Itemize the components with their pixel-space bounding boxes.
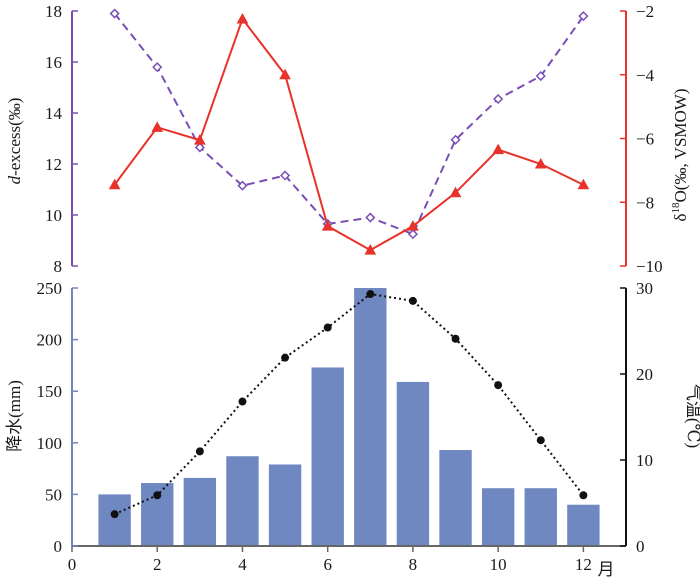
d-excess-tick-label: 16 — [45, 53, 62, 72]
d-excess-point — [109, 8, 120, 19]
precip-tick-label: 100 — [37, 434, 63, 453]
delta18o-point — [151, 121, 164, 132]
temperature-point — [494, 381, 503, 390]
temperature-series — [110, 290, 588, 519]
d-excess-point — [280, 170, 291, 181]
d-excess-point — [493, 93, 504, 105]
delta18o-tick-label: −4 — [636, 66, 655, 85]
d-excess-line — [113, 12, 585, 236]
month-unit-label: 月 — [598, 560, 615, 579]
precip-tick-label: 250 — [37, 279, 63, 298]
d-excess-axis-title: d-excess(‰) — [5, 98, 24, 185]
x-tick-label: 0 — [68, 555, 77, 574]
upper-axes: 8 10 12 14 16 18 −10 −8 −6 −4 −2 — [45, 2, 663, 276]
temperature-point — [536, 436, 545, 445]
temperature-point — [579, 491, 588, 500]
temperature-point — [110, 510, 119, 519]
d-excess-tick-label: 8 — [54, 257, 63, 276]
precip-bar — [524, 488, 557, 546]
precip-bar — [98, 494, 131, 546]
delta18o-point — [236, 12, 249, 24]
x-tick-label: 10 — [490, 555, 507, 574]
temperature-tick-label: 0 — [636, 537, 645, 556]
delta18o-tick-label: −6 — [636, 130, 654, 149]
precip-bar — [354, 288, 387, 546]
delta18o-point — [449, 186, 462, 198]
delta18o-point — [407, 220, 419, 231]
d-excess-point — [365, 212, 376, 223]
precip-bars — [98, 288, 600, 546]
delta18o-axis-title: δ18O(‰, VSMOW) — [670, 89, 690, 222]
d-excess-tick-label: 18 — [45, 2, 62, 21]
lower-axes: 0 50 100 150 200 250 0 10 20 30 0 2 4 6 8 10 12 — [37, 279, 654, 574]
d-excess-point — [578, 11, 589, 22]
precip-bar — [311, 367, 344, 546]
temperature-point — [366, 290, 375, 299]
temperature-tick-label: 20 — [636, 365, 653, 384]
temperature-point — [408, 296, 417, 305]
x-tick-label: 6 — [323, 555, 332, 574]
temperature-point — [153, 491, 162, 500]
delta18o-point — [321, 220, 334, 231]
precip-bar — [183, 477, 217, 546]
d-excess-point — [152, 62, 163, 73]
precip-axis-title: 降水(mm) — [5, 380, 24, 452]
precip-tick-label: 50 — [45, 485, 62, 504]
delta18o-tick-label: −2 — [636, 2, 654, 21]
upper-series — [108, 8, 590, 255]
d-excess-tick-label: 12 — [45, 155, 62, 174]
precip-bar — [439, 450, 472, 546]
delta18o-point — [577, 178, 590, 190]
temperature-tick-label: 30 — [636, 279, 653, 298]
d-excess-point — [535, 70, 546, 82]
x-tick-label: 4 — [238, 555, 247, 574]
d-excess-tick-label: 10 — [45, 206, 62, 225]
x-tick-label: 2 — [153, 555, 162, 574]
temperature-tick-label: 10 — [636, 451, 653, 470]
lower-panel: 0 50 100 150 200 250 0 10 20 30 0 2 4 6 8 10 12 降水(mm) 气… — [5, 279, 700, 579]
delta-rest: O(‰, VSMOW) — [671, 89, 690, 203]
temperature-point — [451, 334, 460, 343]
d-excess-point — [407, 229, 418, 240]
delta-symbol: δ — [671, 213, 690, 221]
d-excess-tick-label: 14 — [45, 104, 63, 123]
d-excess-italic: d — [5, 175, 24, 184]
delta18o-tick-label: −10 — [636, 257, 663, 276]
d-excess-point — [237, 180, 248, 191]
delta18o-point — [492, 143, 505, 155]
temperature-point — [323, 323, 332, 332]
precip-bar — [567, 504, 600, 546]
precip-tick-label: 150 — [37, 382, 63, 401]
precip-bar — [226, 456, 259, 546]
delta-sup: 18 — [670, 202, 682, 214]
temperature-axis-title: 气温(℃) — [684, 384, 700, 448]
precip-bar — [396, 381, 430, 546]
temperature-point — [281, 353, 290, 362]
x-tick-label: 8 — [409, 555, 418, 574]
d-excess-rest: -excess(‰) — [5, 98, 24, 176]
delta18o-point — [279, 68, 291, 80]
precip-tick-label: 200 — [37, 331, 63, 350]
temperature-point — [238, 397, 247, 406]
precip-bar — [268, 464, 302, 546]
temperature-point — [195, 447, 204, 456]
delta18o-point — [193, 134, 206, 145]
delta18o-line — [113, 16, 584, 252]
delta18o-point — [108, 178, 121, 190]
d-excess-point — [450, 134, 461, 145]
precip-bar — [481, 488, 515, 546]
delta18o-point — [534, 157, 547, 169]
precip-tick-label: 0 — [54, 537, 63, 556]
delta18o-tick-label: −8 — [636, 193, 654, 212]
temperature-line — [114, 292, 585, 516]
d-excess-point — [194, 142, 205, 153]
x-tick-label: 12 — [575, 555, 592, 574]
delta18o-point — [364, 244, 377, 255]
